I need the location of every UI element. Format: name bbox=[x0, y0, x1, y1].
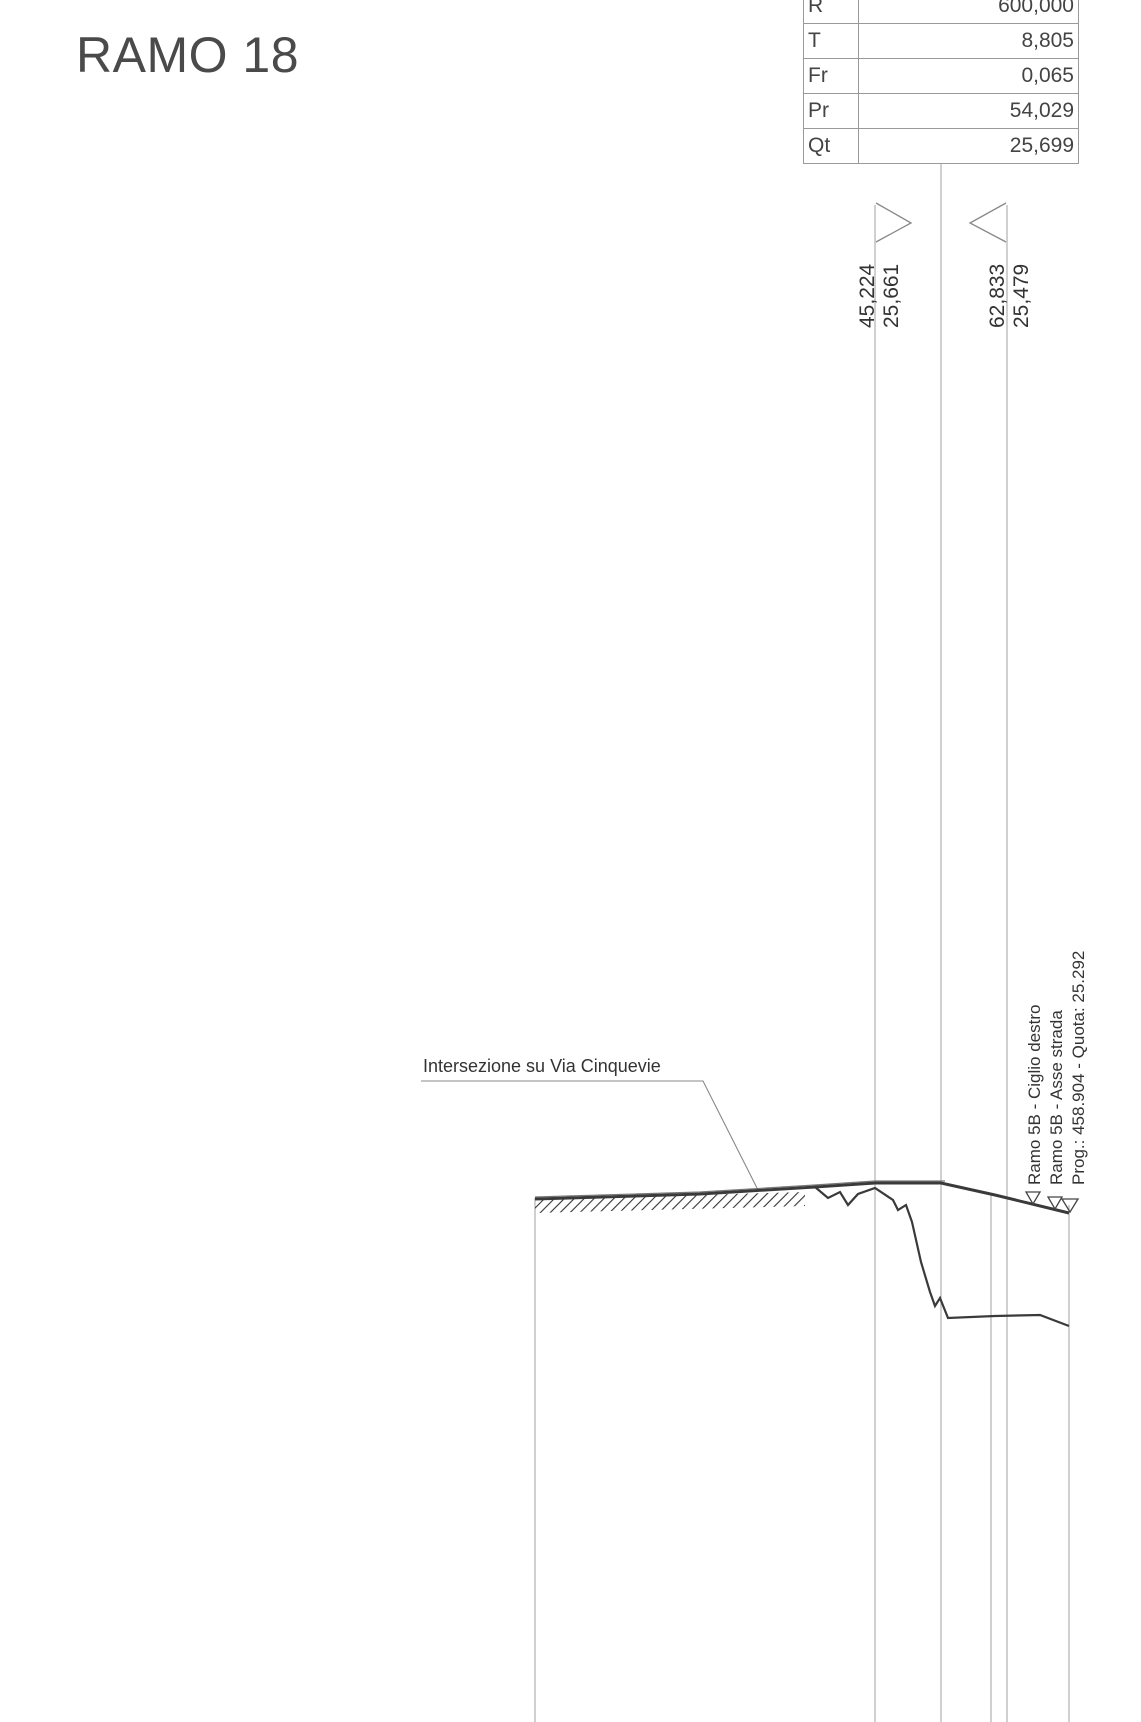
table-row: Fr 0,065 bbox=[803, 58, 1079, 94]
param-value: 25,699 bbox=[858, 128, 1079, 164]
page-title: RAMO 18 bbox=[76, 27, 300, 83]
param-key: Qt bbox=[803, 128, 859, 164]
table-row: R 600,000 bbox=[803, 0, 1079, 24]
road-profile-line bbox=[534, 1181, 1070, 1215]
table-row: Qt 25,699 bbox=[803, 128, 1079, 164]
table-row: Pr 54,029 bbox=[803, 93, 1079, 129]
tangent-marker-2 bbox=[968, 202, 1007, 243]
param-key: R bbox=[803, 0, 859, 24]
curve-parameters-table: R 600,000 T 8,805 Fr 0,065 Pr 54,029 Qt … bbox=[803, 0, 1079, 164]
tangent-2-quota: 25,479 bbox=[1010, 264, 1033, 328]
intersection-leader-line bbox=[421, 1080, 758, 1189]
annotation-prog-quota: Prog.: 458.904 - Quota: 25.292 bbox=[1069, 951, 1088, 1185]
param-value: 0,065 bbox=[858, 58, 1079, 94]
marker-triangle-1 bbox=[1024, 1191, 1042, 1206]
marker-triangle-2 bbox=[1046, 1196, 1064, 1211]
annotation-asse-strada: Ramo 5B - Asse strada bbox=[1047, 1010, 1066, 1185]
annotation-ciglio-destro: Ramo 5B - Ciglio destro bbox=[1025, 1005, 1044, 1185]
param-value: 8,805 bbox=[858, 23, 1079, 59]
tangent-2-progressive: 62,833 bbox=[986, 264, 1009, 328]
marker-triangle-3 bbox=[1060, 1198, 1080, 1214]
tangent-1-quota: 25,661 bbox=[880, 264, 903, 328]
table-row: T 8,805 bbox=[803, 23, 1079, 59]
tangent-marker-1 bbox=[875, 202, 913, 243]
tangent-1-progressive: 45,224 bbox=[856, 263, 879, 328]
intersection-label: Intersezione su Via Cinquevie bbox=[423, 1056, 661, 1076]
road-profile-top-edge bbox=[534, 1180, 945, 1198]
param-value: 54,029 bbox=[858, 93, 1079, 129]
param-key: Fr bbox=[803, 58, 859, 94]
terrain-profile-line bbox=[814, 1186, 1070, 1328]
param-value: 600,000 bbox=[858, 0, 1079, 24]
